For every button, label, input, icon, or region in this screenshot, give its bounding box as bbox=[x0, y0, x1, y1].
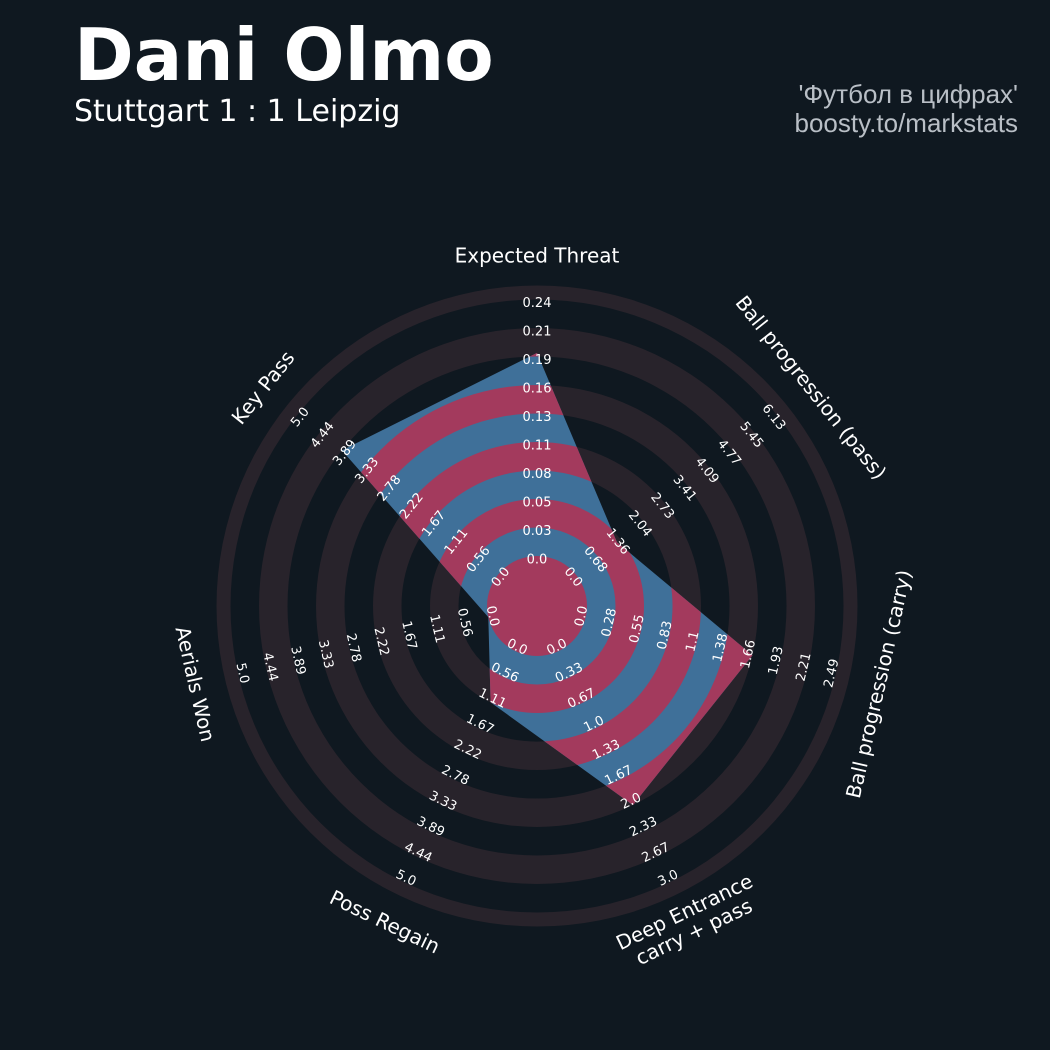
radar-tick-label: 1.66 bbox=[738, 639, 759, 671]
radar-polygon bbox=[341, 352, 753, 806]
radar-tick-label: 0.05 bbox=[523, 496, 552, 511]
radar-tick-label: 0.03 bbox=[523, 524, 552, 539]
credit-block: 'Футбол в цифрах' boosty.to/markstats bbox=[795, 80, 1019, 138]
radar-tick-label: 1.67 bbox=[398, 620, 419, 652]
radar-tick-label: 0.11 bbox=[523, 439, 552, 454]
radar-tick-label: 3.33 bbox=[315, 639, 336, 671]
radar-axis-label: Aerials Won bbox=[171, 624, 221, 744]
radar-tick-label: 0.16 bbox=[523, 382, 552, 397]
radar-tick-label: 4.44 bbox=[259, 651, 280, 683]
radar-tick-label: 1.11 bbox=[426, 613, 447, 645]
radar-tick-label: 1.38 bbox=[710, 632, 731, 664]
radar-tick-label: 0.0 bbox=[483, 604, 502, 628]
match-subtitle: Stuttgart 1 : 1 Leipzig bbox=[74, 94, 401, 129]
radar-axis-label: Expected Threat bbox=[455, 244, 620, 268]
credit-line-2: boosty.to/markstats bbox=[794, 108, 1019, 138]
radar-tick-label: 0.56 bbox=[454, 607, 475, 639]
radar-tick-label: 1.1 bbox=[683, 630, 702, 654]
radar-tick-label: 0.08 bbox=[523, 467, 552, 482]
radar-tick-label: 2.49 bbox=[821, 658, 842, 690]
radar-polygon-band bbox=[487, 556, 587, 656]
radar-tick-label: 0.19 bbox=[523, 353, 552, 368]
radar-tick-label: 5.0 bbox=[232, 662, 251, 686]
credit-line-1: 'Футбол в цифрах' bbox=[798, 79, 1018, 109]
radar-tick-label: 0.21 bbox=[523, 325, 552, 340]
radar-tick-label: 2.22 bbox=[370, 626, 391, 658]
radar-tick-label: 2.78 bbox=[343, 632, 364, 664]
player-name-title: Dani Olmo bbox=[74, 13, 494, 97]
radar-tick-label: 0.0 bbox=[572, 604, 591, 628]
radar-tick-label: 0.83 bbox=[655, 620, 676, 652]
radar-tick-label: 0.55 bbox=[627, 613, 648, 645]
radar-tick-label: 1.93 bbox=[766, 645, 787, 677]
radar-tick-label: 0.0 bbox=[527, 553, 548, 568]
radar-tick-label: 2.21 bbox=[794, 651, 815, 683]
radar-tick-label: 0.13 bbox=[523, 410, 552, 425]
radar-tick-label: 0.24 bbox=[523, 296, 552, 311]
radar-tick-label: 0.28 bbox=[599, 607, 620, 639]
radar-tick-label: 3.89 bbox=[287, 645, 308, 677]
